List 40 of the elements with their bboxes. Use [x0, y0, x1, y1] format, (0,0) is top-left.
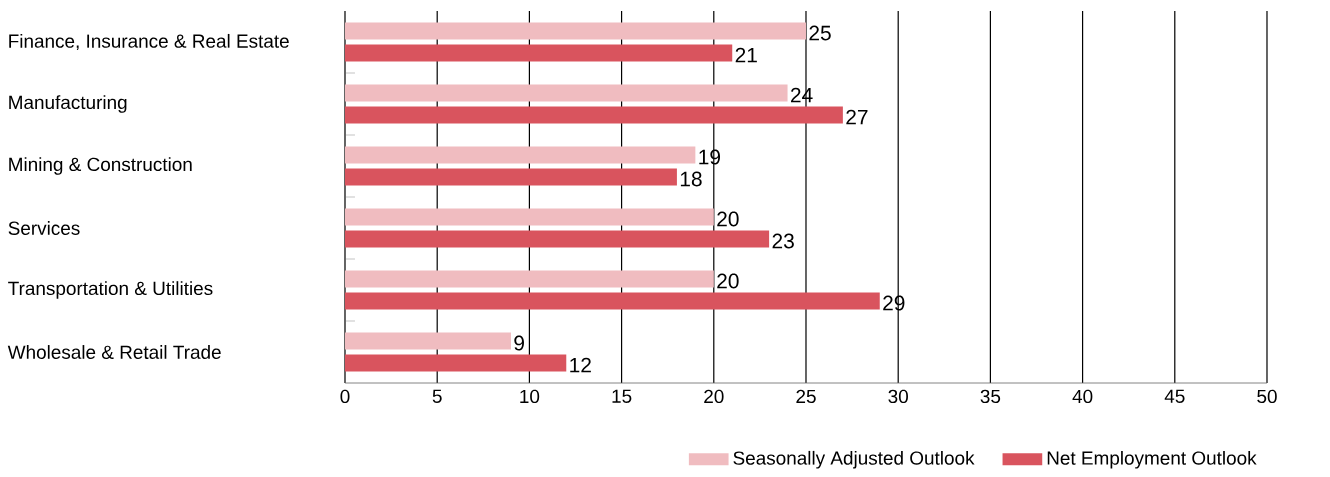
y-tick-label: Mining & Construction — [9, 157, 192, 175]
legend-label: Net Employment Outlook — [1047, 450, 1257, 469]
data-label: 20 — [717, 211, 739, 227]
bar — [344, 292, 880, 310]
y-tick-label: Wholesale & Retail Trade — [7, 345, 221, 359]
x-tick-label: 20 — [704, 389, 724, 404]
bar — [344, 332, 511, 350]
bar — [344, 168, 677, 186]
x-tick-label: 15 — [612, 389, 632, 403]
bar — [344, 354, 567, 372]
bar — [344, 106, 843, 124]
y-tick-label: Transportation & Utilities — [8, 281, 213, 299]
x-tick-label: 0 — [340, 389, 350, 404]
x-tick-label: 50 — [1257, 389, 1277, 404]
x-tick-label: 10 — [520, 389, 540, 404]
data-label: 25 — [809, 25, 831, 41]
y-tick-label: Services — [8, 221, 80, 235]
x-tick-label: 45 — [1164, 389, 1185, 403]
x-tick-label: 40 — [1072, 389, 1093, 404]
bar — [344, 84, 788, 102]
data-label: 20 — [717, 273, 739, 289]
y-tick-label: Finance, Insurance & Real Estate — [9, 33, 289, 51]
bar — [344, 230, 770, 248]
data-label: 12 — [570, 357, 591, 373]
data-label: 21 — [735, 47, 757, 63]
bar — [344, 208, 714, 226]
x-tick-label: 25 — [796, 389, 816, 404]
x-tick-label: 30 — [888, 389, 908, 404]
x-tick-label: 35 — [980, 389, 1001, 404]
data-label: 23 — [772, 233, 794, 249]
bar — [344, 22, 806, 40]
data-label: 27 — [846, 109, 868, 125]
data-label: 9 — [514, 335, 524, 351]
data-label: 18 — [680, 171, 702, 187]
bar — [344, 146, 696, 164]
bar — [344, 270, 714, 288]
y-tick-label: Manufacturing — [9, 95, 127, 113]
legend-label: Seasonally Adjusted Outlook — [733, 450, 975, 469]
x-tick-label: 5 — [432, 389, 442, 403]
bar — [344, 44, 733, 62]
